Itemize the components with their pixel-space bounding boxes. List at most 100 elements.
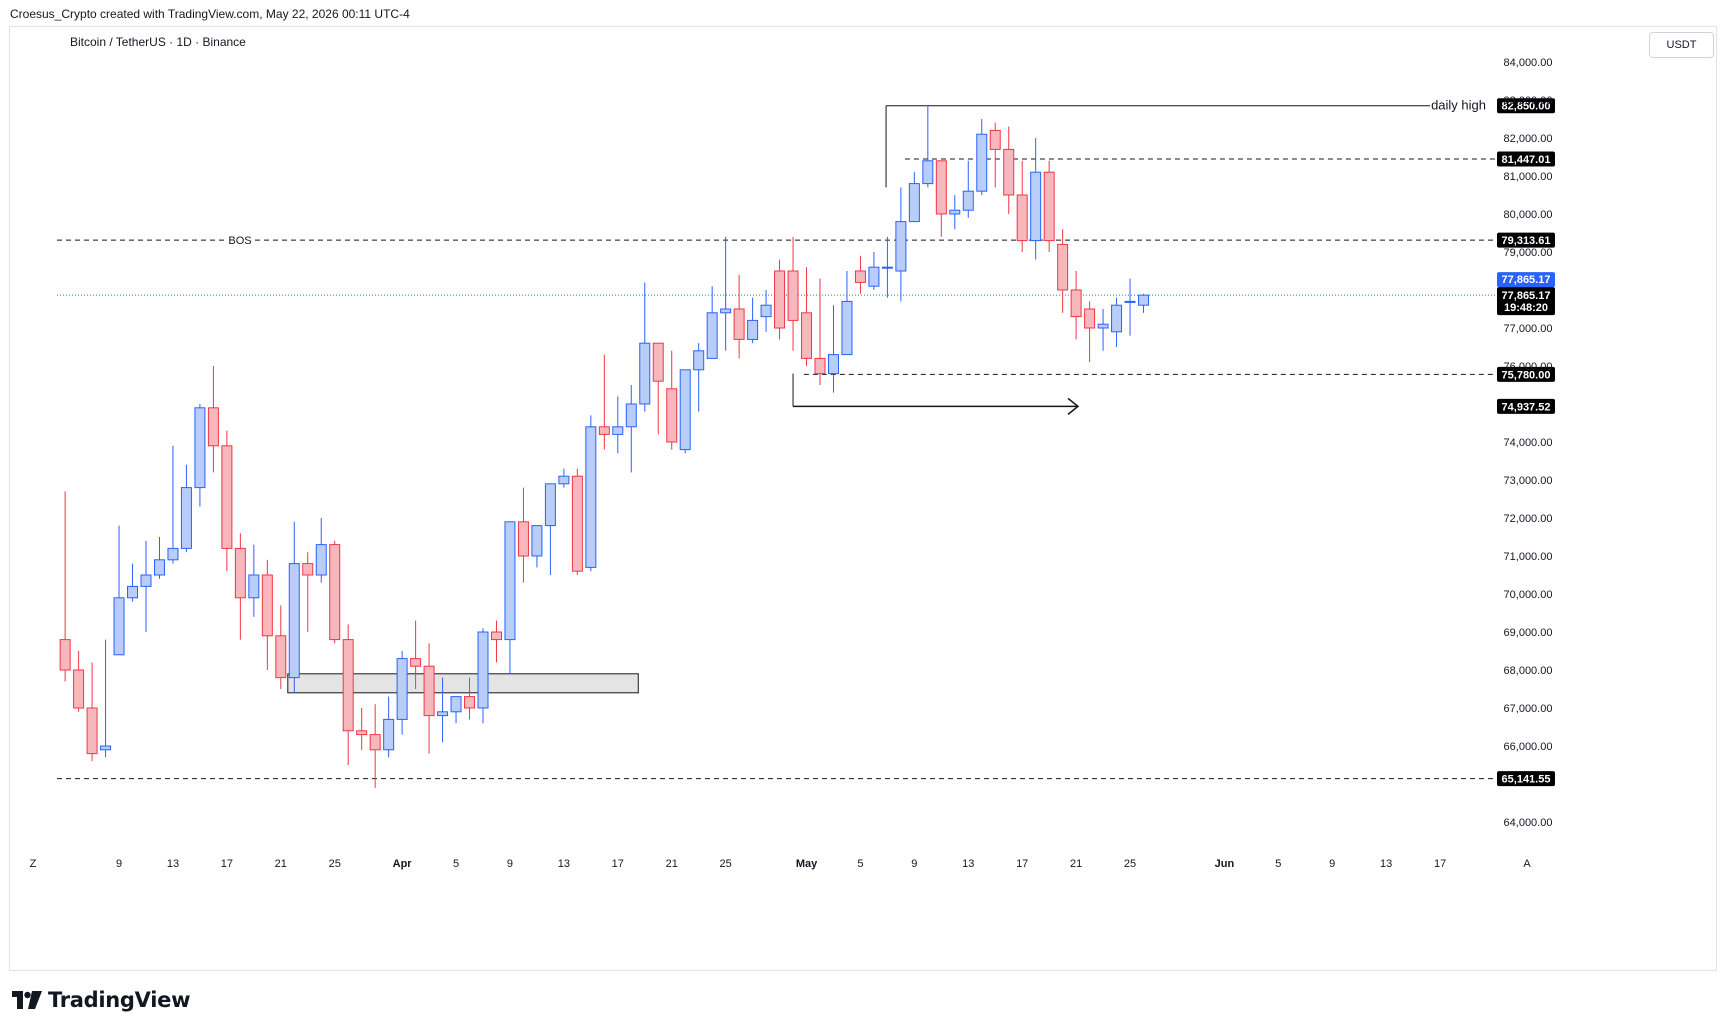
candle-body [854,270,866,283]
time-tick-label: 13 [558,858,570,870]
candle-body [1016,194,1028,242]
symbol-title[interactable]: Bitcoin / TetherUS · 1D · Binance [70,35,246,49]
candle-down [329,540,341,644]
candle-body [396,658,408,720]
candle-body [531,525,543,557]
daily-high-annotation: daily high [1431,98,1486,113]
currency-button[interactable]: USDT [1649,32,1714,58]
candle-body [234,547,246,599]
candle-body [652,342,664,382]
candle-up [881,236,893,298]
candle-down [733,274,745,359]
candle-up [706,286,718,359]
candle-up [639,282,651,412]
candle-up [827,305,839,393]
candle-up [1124,278,1136,336]
candle-body [881,266,893,269]
candle-body [760,304,772,318]
time-tick-label: 25 [329,858,341,870]
candle-down [801,267,813,366]
candle-body [113,597,125,656]
candle-up [949,195,961,230]
candle-body [153,559,165,576]
candle-up [288,521,300,693]
time-tick-label: 13 [962,858,974,870]
level-price-label-bg [1497,771,1555,787]
price-tick-label: 72,000.00 [1504,513,1553,525]
candle-down [989,122,1001,188]
time-tick-label: Jun [1215,858,1235,870]
time-tick-label: 17 [1434,858,1446,870]
candle-down [571,468,583,575]
candle-down [73,651,85,712]
time-tick-label: 9 [116,858,122,870]
candle-body [774,270,786,329]
candle-body [801,312,813,359]
candle-up [1138,293,1150,313]
candle-down [410,620,422,689]
candle-body [423,665,435,717]
candle-up [315,518,327,583]
candle-body [598,426,610,435]
candle-body [868,266,880,287]
candle-down [517,487,529,583]
tradingview-wordmark: TradingView [48,988,191,1012]
time-tick-label: 13 [1380,858,1392,870]
level-price-label: 82,850.00 [1502,101,1551,113]
candle-body [329,544,341,641]
candle-body [679,369,691,451]
candle-down [1084,301,1096,363]
candle-body [585,426,597,568]
candle-body [86,707,98,755]
last-price-label: 77,865.17 [1502,290,1551,302]
price-tick-label: 71,000.00 [1504,551,1553,563]
tradingview-logo[interactable]: TradingView [12,985,190,1015]
candle-up [1111,297,1123,347]
candle-up [127,563,139,602]
candle-up [113,525,125,656]
candle-body [504,521,516,641]
time-tick-label: 21 [275,858,287,870]
candle-up [437,677,449,743]
candle-body [827,354,839,375]
candle-body [1030,171,1042,242]
candle-body [720,308,732,314]
price-tick-label: 70,000.00 [1504,589,1553,601]
time-tick-label: 9 [1329,858,1335,870]
time-tick-label: 9 [911,858,917,870]
candle-up [544,483,556,575]
price-tick-label: 81,000.00 [1504,171,1553,183]
candle-down [234,533,246,640]
candle-down [356,708,368,750]
price-labels-layer: 82,850.00 81,447.01 79,313.61 75,780.00 74,9… [1497,98,1555,787]
time-tick-label: 5 [453,858,459,870]
candle-down [342,624,354,765]
price-tick-label: 68,000.00 [1504,665,1553,677]
price-tick-label: 84,000.00 [1504,57,1553,69]
candle-up [194,404,206,507]
candle-body [1003,148,1015,196]
candle-down [86,662,98,762]
time-tick-label: 25 [720,858,732,870]
level-price-label: 65,141.55 [1502,774,1551,786]
current-price-label-bg [1497,272,1555,288]
price-tick-label: 69,000.00 [1504,627,1553,639]
price-axis: 84,000.00 83,000.00 82,000.00 81,000.00 80,0… [1504,57,1553,829]
candle-body [922,160,934,185]
candle-up [1030,138,1042,260]
candle-body [59,639,71,671]
candle-body [571,475,583,572]
candle-body [1111,304,1123,333]
candle-body [477,631,489,709]
price-tick-label: 73,000.00 [1504,475,1553,487]
candle-body [666,388,678,443]
price-tick-label: 77,000.00 [1504,323,1553,335]
candle-up [760,290,772,332]
candle-up [396,651,408,735]
candle-down [1016,160,1028,252]
level-price-label: 79,313.61 [1502,235,1551,247]
candle-body [841,300,853,356]
candle-body [706,312,718,359]
candle-body [1097,323,1109,329]
